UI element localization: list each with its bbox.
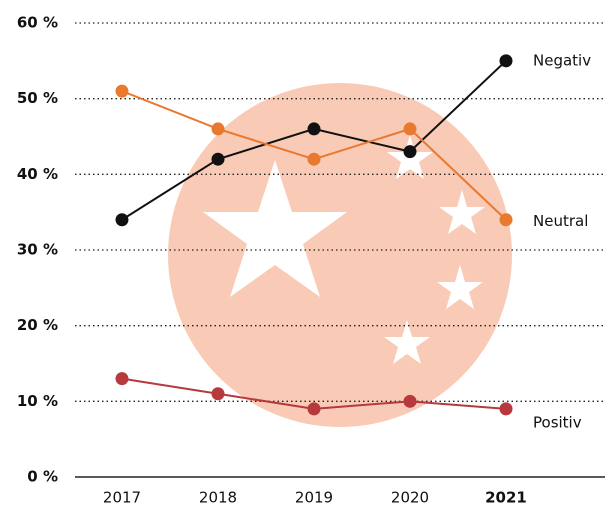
point [308, 153, 321, 166]
series-label: Neutral [533, 212, 588, 230]
y-tick-label: 10 % [17, 392, 58, 410]
chart: 0 % 10 % 20 % 30 % 40 % 50 % 60 % 2017 2018 2019 2… [0, 0, 605, 510]
point [116, 372, 129, 385]
series-label: Negativ [533, 51, 591, 69]
point [308, 402, 321, 415]
y-tick-label: 40 % [17, 165, 58, 183]
point [212, 387, 225, 400]
y-tick-label: 30 % [17, 241, 58, 259]
series-label: Positiv [533, 413, 582, 431]
point [500, 213, 513, 226]
point [308, 122, 321, 135]
y-tick-label: 60 % [17, 14, 58, 32]
point [116, 85, 129, 98]
point [212, 153, 225, 166]
x-tick-label: 2020 [391, 489, 429, 507]
y-tick-label: 0 % [27, 468, 58, 486]
point [404, 122, 417, 135]
y-tick-label: 50 % [17, 89, 58, 107]
point [404, 145, 417, 158]
y-tick-label: 20 % [17, 316, 58, 334]
x-tick-label: 2018 [199, 489, 237, 507]
x-tick-label: 2021 [485, 489, 527, 507]
x-tick-label: 2017 [103, 489, 141, 507]
point [212, 122, 225, 135]
point [116, 213, 129, 226]
point [404, 395, 417, 408]
x-tick-label: 2019 [295, 489, 333, 507]
point [500, 402, 513, 415]
point [500, 54, 513, 67]
